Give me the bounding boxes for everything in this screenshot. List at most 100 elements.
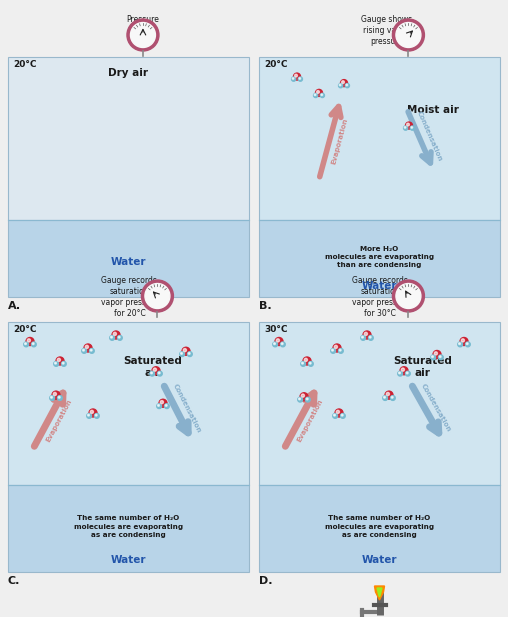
Circle shape xyxy=(157,371,162,376)
Circle shape xyxy=(434,352,437,355)
Circle shape xyxy=(187,352,192,357)
Circle shape xyxy=(87,413,91,418)
Circle shape xyxy=(314,94,316,96)
Circle shape xyxy=(405,122,412,129)
Text: Gauge records
saturation
vapor pressure
for 20°C: Gauge records saturation vapor pressure … xyxy=(101,276,158,318)
Circle shape xyxy=(304,358,307,362)
Circle shape xyxy=(411,126,412,128)
Circle shape xyxy=(88,414,89,416)
Text: Pressure
gauge: Pressure gauge xyxy=(126,15,160,35)
Text: 20°C: 20°C xyxy=(13,325,37,334)
Circle shape xyxy=(396,284,421,308)
Circle shape xyxy=(406,372,408,374)
Circle shape xyxy=(57,395,62,400)
Circle shape xyxy=(25,343,26,344)
Circle shape xyxy=(153,368,156,371)
Circle shape xyxy=(112,331,120,339)
FancyBboxPatch shape xyxy=(259,57,500,220)
Circle shape xyxy=(399,372,400,374)
Text: Condensation: Condensation xyxy=(420,383,452,433)
Circle shape xyxy=(368,336,373,341)
Circle shape xyxy=(406,123,409,126)
Circle shape xyxy=(400,366,408,375)
Circle shape xyxy=(364,333,367,336)
Circle shape xyxy=(159,399,167,407)
Circle shape xyxy=(58,396,60,398)
Circle shape xyxy=(336,410,339,413)
Circle shape xyxy=(84,344,92,352)
Circle shape xyxy=(33,343,34,344)
Text: Water: Water xyxy=(111,257,146,267)
Circle shape xyxy=(89,349,94,354)
Circle shape xyxy=(340,80,347,86)
Circle shape xyxy=(321,94,323,96)
Circle shape xyxy=(301,362,305,366)
Circle shape xyxy=(294,73,301,80)
Circle shape xyxy=(460,337,468,346)
Circle shape xyxy=(401,368,404,371)
Circle shape xyxy=(127,19,159,51)
Circle shape xyxy=(438,355,443,360)
Circle shape xyxy=(340,413,345,418)
Circle shape xyxy=(57,358,60,362)
Text: A.: A. xyxy=(8,301,21,311)
Circle shape xyxy=(392,19,424,51)
Circle shape xyxy=(24,342,28,347)
FancyBboxPatch shape xyxy=(259,220,500,297)
Circle shape xyxy=(292,78,294,79)
Circle shape xyxy=(52,391,60,399)
Circle shape xyxy=(157,405,160,406)
Text: 20°C: 20°C xyxy=(264,60,288,69)
FancyBboxPatch shape xyxy=(8,57,249,220)
Circle shape xyxy=(298,397,303,402)
Text: Gauge records
saturation
vapor pressure
for 30°C: Gauge records saturation vapor pressure … xyxy=(352,276,409,318)
Circle shape xyxy=(295,74,297,77)
Circle shape xyxy=(341,81,344,83)
Circle shape xyxy=(410,126,415,130)
Text: Evaporation: Evaporation xyxy=(296,399,324,444)
Circle shape xyxy=(85,346,88,349)
Circle shape xyxy=(320,93,325,97)
Circle shape xyxy=(306,398,308,400)
Circle shape xyxy=(165,405,167,406)
Circle shape xyxy=(118,336,120,338)
Circle shape xyxy=(299,78,301,79)
Circle shape xyxy=(362,336,363,338)
Circle shape xyxy=(141,280,173,312)
Circle shape xyxy=(333,413,337,418)
Circle shape xyxy=(182,347,190,355)
FancyBboxPatch shape xyxy=(8,322,249,484)
Circle shape xyxy=(275,337,283,346)
Circle shape xyxy=(51,396,52,398)
Circle shape xyxy=(117,336,122,341)
Circle shape xyxy=(180,352,184,357)
Circle shape xyxy=(345,83,350,88)
Circle shape xyxy=(280,342,285,347)
Circle shape xyxy=(152,366,160,375)
FancyBboxPatch shape xyxy=(259,484,500,572)
Circle shape xyxy=(26,337,34,346)
Circle shape xyxy=(181,352,182,354)
Circle shape xyxy=(339,85,341,86)
Text: Water: Water xyxy=(111,555,146,565)
Circle shape xyxy=(303,357,311,365)
Circle shape xyxy=(439,356,441,357)
Circle shape xyxy=(96,414,97,416)
Circle shape xyxy=(89,409,97,417)
Circle shape xyxy=(55,362,56,364)
Text: Evaporation: Evaporation xyxy=(331,117,349,165)
Circle shape xyxy=(391,395,395,400)
Circle shape xyxy=(308,362,313,366)
Circle shape xyxy=(274,343,275,344)
Text: Condensation: Condensation xyxy=(172,383,202,434)
Circle shape xyxy=(369,336,371,338)
Circle shape xyxy=(94,413,99,418)
Circle shape xyxy=(459,343,460,344)
Circle shape xyxy=(432,356,433,357)
Circle shape xyxy=(299,398,300,400)
Circle shape xyxy=(398,371,402,376)
Circle shape xyxy=(305,397,310,402)
Text: Dry air: Dry air xyxy=(109,68,148,78)
Circle shape xyxy=(338,83,343,88)
Circle shape xyxy=(386,392,390,395)
